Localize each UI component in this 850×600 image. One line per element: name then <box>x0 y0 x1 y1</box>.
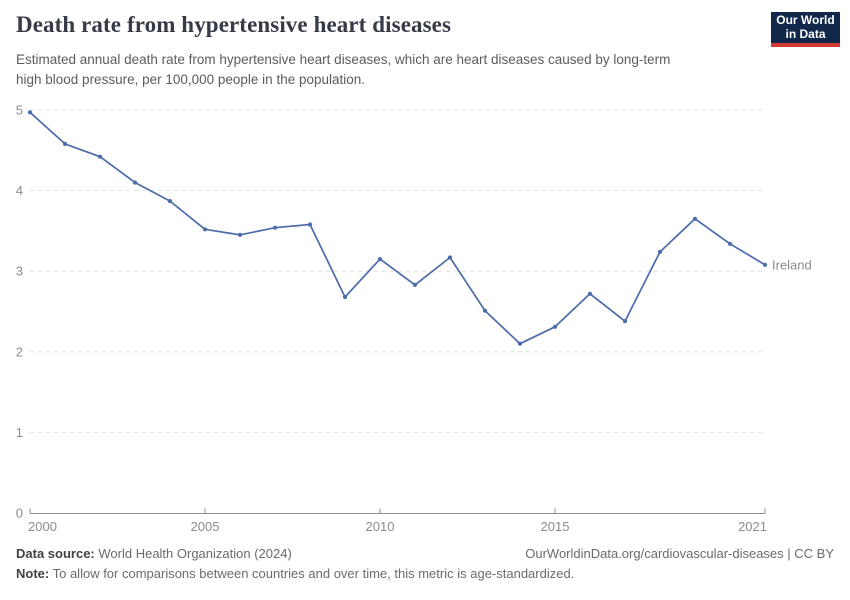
data-point <box>62 141 68 146</box>
owid-logo: Our World in Data <box>771 12 840 47</box>
line-chart: 0 1 2 3 4 5 2000 2005 2010 2015 2021 Ireland <box>16 103 812 535</box>
data-source: Data source: World Health Organization (… <box>16 546 292 561</box>
data-point <box>202 227 208 232</box>
x-tick-label: 2010 <box>366 519 395 534</box>
data-point <box>622 319 628 324</box>
data-point <box>342 294 348 300</box>
data-point <box>97 154 103 159</box>
data-point <box>377 257 383 262</box>
data-point <box>762 262 768 267</box>
data-source-value: World Health Organization (2024) <box>98 546 292 561</box>
data-point <box>447 255 453 260</box>
y-tick-label: 0 <box>16 506 23 521</box>
owid-logo-line2: in Data <box>785 26 826 41</box>
data-point <box>727 241 733 246</box>
data-source-label: Data source: <box>16 546 95 561</box>
note-value: To allow for comparisons between countri… <box>52 566 575 581</box>
note-label: Note: <box>16 566 50 581</box>
x-tick-label: 2005 <box>191 519 220 534</box>
data-point <box>692 216 698 221</box>
y-tick-label: 1 <box>16 425 23 440</box>
data-point <box>237 232 243 237</box>
y-tick-label: 4 <box>16 183 23 198</box>
data-point <box>482 308 488 313</box>
x-tick-label: 2015 <box>541 519 570 534</box>
data-point <box>657 249 663 254</box>
footer-row-note: Note: To allow for comparisons between c… <box>16 566 834 581</box>
x-tick-label: 2021 <box>738 519 767 534</box>
data-point <box>517 341 523 346</box>
data-point <box>587 291 593 296</box>
attribution: OurWorldinData.org/cardiovascular-diseas… <box>525 546 834 561</box>
page-title: Death rate from hypertensive heart disea… <box>16 12 452 37</box>
x-tick-label: 2000 <box>28 519 57 534</box>
series-label: Ireland <box>772 257 812 272</box>
data-point <box>27 110 33 115</box>
owid-logo-line1: Our World <box>776 13 835 27</box>
chart-subtitle: Estimated annual death rate from hyperte… <box>16 52 671 87</box>
data-point <box>412 282 418 287</box>
chart-footer: Data source: World Health Organization (… <box>16 546 834 581</box>
data-point <box>132 180 138 185</box>
data-point <box>552 324 558 329</box>
series-line <box>29 111 766 345</box>
y-tick-label: 2 <box>16 344 23 359</box>
footer-row-source: Data source: World Health Organization (… <box>16 546 834 561</box>
y-tick-label: 5 <box>16 103 23 118</box>
data-point <box>307 222 313 227</box>
data-point <box>167 199 173 204</box>
y-tick-label: 3 <box>16 264 23 279</box>
data-point <box>272 225 278 230</box>
